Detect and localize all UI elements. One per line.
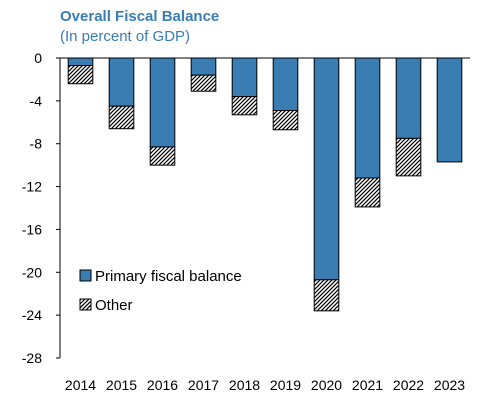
legend-swatch-other [79,298,92,311]
x-tick-label: 2014 [65,377,96,393]
bar-primary-fiscal-balance [67,57,94,66]
bar-other [395,137,422,177]
bar-other [149,146,176,166]
x-tick-label: 2021 [352,377,383,393]
x-tick-label: 2019 [270,377,301,393]
chart-title: Overall Fiscal Balance [60,8,220,25]
bar-primary-fiscal-balance [395,57,422,139]
y-tick-label: 0 [34,50,42,66]
bar-primary-fiscal-balance [354,57,381,179]
bar-primary-fiscal-balance [190,57,217,76]
x-tick-label: 2018 [229,377,260,393]
bar-other [108,105,135,130]
y-tick-label: -20 [22,264,42,280]
legend-label-other: Other [95,297,133,314]
legend-label-primary-fiscal-balance: Primary fiscal balance [95,268,242,285]
y-tick-label: -28 [22,350,42,366]
bar-primary-fiscal-balance [436,57,463,163]
x-tick-label: 2022 [393,377,424,393]
y-tick-label: -24 [22,307,42,323]
x-tick-label: 2015 [106,377,137,393]
bar-primary-fiscal-balance [108,57,135,107]
bar-primary-fiscal-balance [313,57,340,281]
y-tick-label: -4 [30,93,43,109]
bar-other [272,110,299,131]
bar-other [67,65,94,85]
y-tick-label: -12 [22,179,42,195]
x-tick-label: 2020 [311,377,342,393]
y-tick-label: -16 [22,221,42,237]
x-tick-label: 2023 [434,377,465,393]
bar-primary-fiscal-balance [149,57,176,148]
bar-other [190,74,217,92]
x-tick-label: 2017 [188,377,219,393]
bar-primary-fiscal-balance [231,57,258,98]
x-tick-label: 2016 [147,377,178,393]
bar-other [354,177,381,208]
bar-other [231,96,258,116]
y-tick-label: -8 [30,136,43,152]
bar-other [313,279,340,312]
legend-swatch-primary-fiscal-balance [79,269,92,282]
bar-primary-fiscal-balance [272,57,299,111]
chart-subtitle: (In percent of GDP) [60,28,191,45]
